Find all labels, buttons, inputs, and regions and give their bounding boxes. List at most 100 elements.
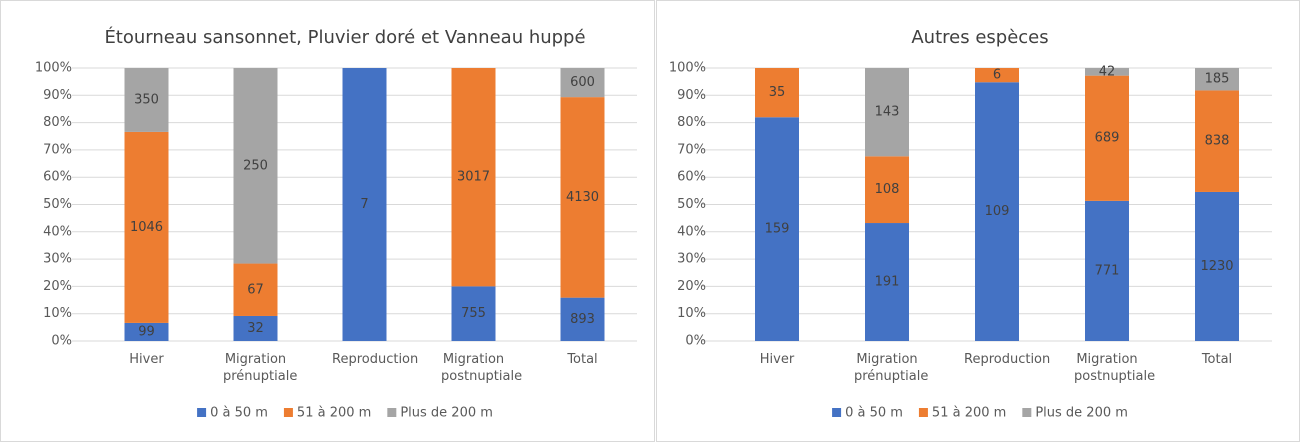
y-tick-label: 50% bbox=[43, 197, 72, 212]
data-label: 99 bbox=[138, 324, 155, 339]
bar-segment bbox=[865, 156, 909, 224]
x-tick-label: Migration postnuptiale bbox=[441, 352, 523, 384]
y-tick-label: 0% bbox=[51, 334, 72, 349]
bar-segment bbox=[1085, 75, 1129, 201]
x-tick-label: Migration prénuptiale bbox=[854, 352, 929, 384]
y-tick-label: 0% bbox=[685, 334, 706, 349]
x-tick-label: Reproduction bbox=[332, 352, 419, 367]
x-tick-label-box: Migration prénuptiale bbox=[223, 352, 298, 384]
data-label: 191 bbox=[875, 275, 900, 290]
y-tick-label: 60% bbox=[43, 170, 72, 185]
x-tick-label-box: Migration postnuptiale bbox=[441, 352, 523, 384]
chart-title: Autres espèces bbox=[911, 27, 1048, 48]
data-label: 143 bbox=[875, 105, 900, 120]
x-tick-label: Hiver bbox=[759, 352, 795, 367]
data-label: 185 bbox=[1205, 72, 1230, 87]
bar-segment bbox=[451, 68, 496, 287]
bar-segment bbox=[1195, 68, 1239, 91]
data-label: 109 bbox=[985, 204, 1010, 219]
legend-swatch bbox=[283, 408, 293, 417]
data-label: 1230 bbox=[1200, 259, 1233, 274]
x-tick-label: Total bbox=[567, 352, 598, 367]
y-tick-label: 50% bbox=[677, 197, 706, 212]
y-tick-label: 20% bbox=[677, 279, 706, 294]
data-label: 350 bbox=[134, 92, 159, 107]
bar-segment bbox=[975, 68, 1019, 83]
data-label: 42 bbox=[1099, 64, 1116, 79]
legend: 0 à 50 m 51 à 200 m Plus de 200 m bbox=[832, 406, 1128, 421]
legend-swatch bbox=[197, 408, 207, 417]
bar-segment bbox=[124, 68, 169, 132]
bar-segment bbox=[124, 322, 169, 341]
x-tick-label: Migration postnuptiale bbox=[1074, 352, 1156, 384]
bar-segment bbox=[233, 68, 278, 264]
x-tick-label-box: Reproduction bbox=[332, 352, 419, 367]
x-tick-label-box: Hiver bbox=[129, 352, 164, 367]
legend-label: 0 à 50 m bbox=[845, 406, 903, 421]
bar-segment bbox=[451, 286, 496, 341]
y-tick-label: 70% bbox=[43, 142, 72, 157]
x-tick-label: Migration prénuptiale bbox=[223, 352, 298, 384]
x-tick-label-box: Migration prénuptiale bbox=[854, 352, 929, 384]
bar-segment bbox=[975, 82, 1019, 342]
x-tick-label-box: Migration postnuptiale bbox=[1074, 352, 1156, 384]
data-label: 67 bbox=[247, 282, 264, 297]
bar-segment bbox=[233, 263, 278, 316]
data-label: 250 bbox=[243, 158, 268, 173]
legend-label: Plus de 200 m bbox=[1035, 406, 1128, 421]
bar-segment bbox=[1085, 68, 1129, 76]
y-tick-label: 90% bbox=[43, 88, 72, 103]
bar-segment bbox=[865, 223, 909, 341]
y-tick-label: 40% bbox=[43, 224, 72, 239]
data-label: 3017 bbox=[457, 170, 490, 185]
y-tick-label: 10% bbox=[43, 306, 72, 321]
legend-label: 51 à 200 m bbox=[932, 406, 1006, 421]
y-tick-label: 10% bbox=[677, 306, 706, 321]
data-label: 755 bbox=[461, 306, 486, 321]
legend-label: Plus de 200 m bbox=[400, 406, 493, 421]
y-tick-label: 90% bbox=[677, 88, 706, 103]
x-tick-label: Reproduction bbox=[964, 352, 1051, 367]
data-label: 771 bbox=[1095, 263, 1120, 278]
bar-segment bbox=[1195, 191, 1239, 341]
data-label: 893 bbox=[570, 312, 595, 327]
data-label: 35 bbox=[769, 85, 786, 100]
data-label: 4130 bbox=[566, 190, 599, 205]
x-tick-label-box: Reproduction bbox=[964, 352, 1051, 367]
bar-segment bbox=[1195, 90, 1239, 192]
bar-segment bbox=[124, 131, 169, 323]
data-label: 838 bbox=[1205, 134, 1230, 149]
data-label: 6 bbox=[993, 68, 1001, 83]
bar-segment bbox=[1085, 200, 1129, 341]
bar-segment bbox=[560, 297, 605, 341]
data-label: 159 bbox=[765, 222, 790, 237]
x-tick-label-box: Hiver bbox=[759, 352, 795, 367]
data-label: 7 bbox=[360, 197, 368, 212]
legend-swatch bbox=[387, 408, 397, 417]
legend-swatch bbox=[832, 408, 842, 417]
bar-segment bbox=[560, 68, 605, 98]
legend-label: 0 à 50 m bbox=[210, 406, 268, 421]
legend-label: 51 à 200 m bbox=[297, 406, 371, 421]
x-tick-label: Total bbox=[1201, 352, 1233, 367]
panel bbox=[0, 0, 655, 442]
legend-swatch bbox=[918, 408, 928, 417]
y-tick-label: 60% bbox=[677, 170, 706, 185]
bar-segment bbox=[342, 68, 387, 341]
bar-segment bbox=[755, 68, 799, 118]
bar-segment bbox=[560, 97, 605, 298]
data-label: 689 bbox=[1095, 131, 1120, 146]
y-tick-label: 70% bbox=[677, 142, 706, 157]
data-label: 1046 bbox=[130, 220, 163, 235]
x-tick-label: Hiver bbox=[129, 352, 164, 367]
x-tick-label-box: Total bbox=[567, 352, 598, 367]
chart-title: Étourneau sansonnet, Pluvier doré et Van… bbox=[104, 26, 585, 48]
x-tick-label-box: Total bbox=[1201, 352, 1233, 367]
data-label: 108 bbox=[875, 182, 900, 197]
bar-segment bbox=[233, 315, 278, 341]
y-tick-label: 30% bbox=[677, 252, 706, 267]
y-tick-label: 80% bbox=[43, 115, 72, 130]
data-label: 600 bbox=[570, 75, 595, 90]
bar-segment bbox=[755, 117, 799, 341]
